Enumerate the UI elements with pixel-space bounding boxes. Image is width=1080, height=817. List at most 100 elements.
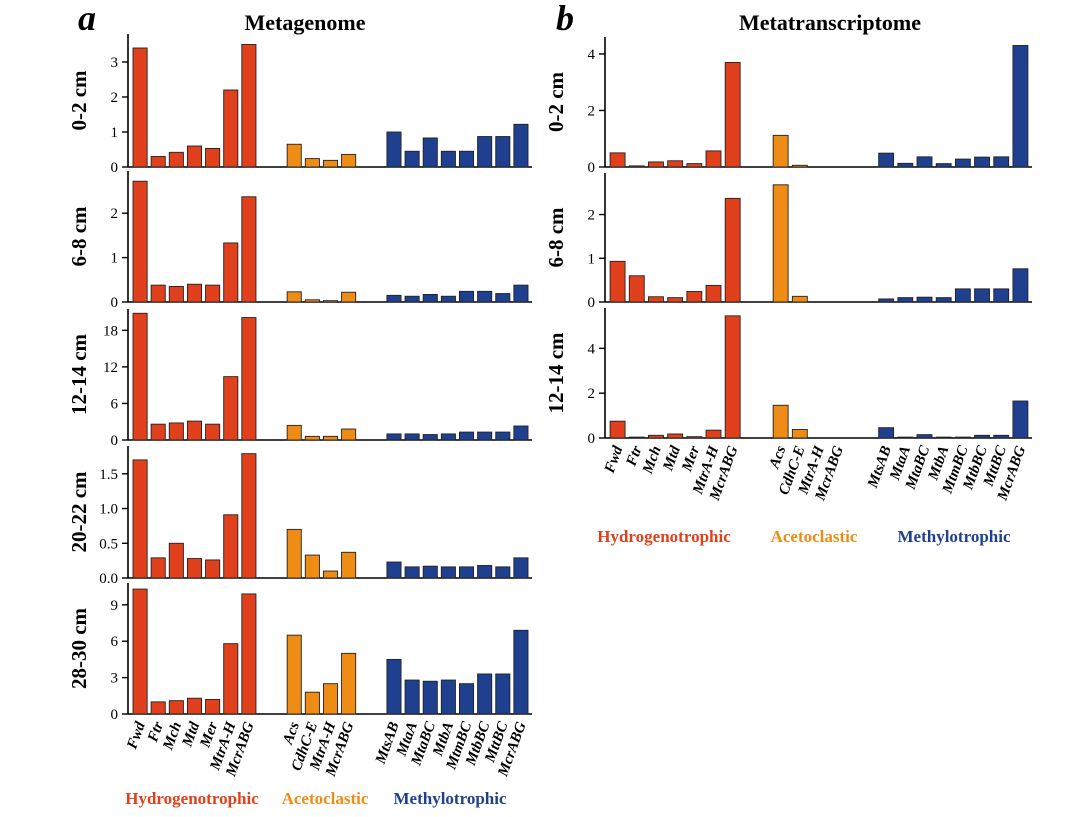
group-label-acetoclastic: Acetoclastic (771, 527, 858, 546)
bar-hydrogenotrophic-mer (205, 147, 221, 168)
bar-methylotrophic-mtaa (404, 566, 420, 579)
row-label: 6-8 cm (67, 206, 91, 267)
bar-hydrogenotrophic-mch (168, 542, 184, 579)
bar-hydrogenotrophic-mer (686, 163, 703, 168)
bar-hydrogenotrophic-mch (168, 700, 184, 715)
bar-methylotrophic-mtba (440, 150, 456, 168)
bar-methylotrophic-mtaa (897, 436, 914, 439)
bar-methylotrophic-mtbbc (974, 288, 990, 303)
bar-hydrogenotrophic-mer (205, 698, 221, 715)
bar-methylotrophic-mtba (440, 433, 456, 441)
bar-hydrogenotrophic-mtd (186, 558, 202, 579)
bar-acetoclastic-acs (286, 528, 302, 579)
y-tick-label: 0 (588, 295, 596, 311)
bar-hydrogenotrophic-ftr (150, 557, 166, 579)
bar-methylotrophic-mtsab (878, 152, 895, 168)
bar-hydrogenotrophic-mch (648, 161, 664, 168)
y-tick-label: 18 (103, 323, 118, 339)
bar-hydrogenotrophic-mcrabg (724, 61, 741, 168)
bar-acetoclastic-cdhc-e (791, 164, 808, 168)
bar-acetoclastic-mtra-h (322, 159, 339, 168)
bar-methylotrophic-mtbbc (974, 156, 990, 168)
bar-methylotrophic-mtba (935, 436, 952, 439)
bar-hydrogenotrophic-mcrabg (241, 44, 257, 168)
bar-methylotrophic-mtaa (897, 162, 914, 168)
bar-hydrogenotrophic-mer (686, 436, 703, 439)
bar-hydrogenotrophic-mtra-h (705, 429, 722, 439)
bar-hydrogenotrophic-fwd (132, 459, 148, 579)
y-tick-label: 4 (588, 47, 596, 63)
group-label-hydrogenotrophic: Hydrogenotrophic (597, 527, 731, 546)
row-12-14-cm: 0 6 12 18 12-14 cm (67, 309, 532, 449)
bar-methylotrophic-mtba (440, 679, 456, 715)
bar-hydrogenotrophic-fwd (609, 420, 626, 439)
bar-methylotrophic-mtabc (422, 565, 438, 579)
row-label: 12-14 cm (544, 332, 568, 414)
bar-methylotrophic-mtba (440, 566, 456, 579)
bar-methylotrophic-mtbbc (477, 290, 493, 303)
y-tick-label: 2 (111, 206, 119, 222)
category-label: Ftr (623, 444, 645, 469)
bar-methylotrophic-mtba (935, 297, 952, 303)
bar-methylotrophic-mttbc (495, 566, 511, 579)
bar-acetoclastic-cdhc-e (304, 158, 320, 168)
row-20-22-cm: 0.0 0.5 1.0 1.5 20-22 cm (67, 446, 532, 587)
row-label: 0-2 cm (544, 71, 568, 132)
bar-methylotrophic-mcrabg (1012, 268, 1029, 303)
y-tick-label: 2 (111, 90, 119, 106)
bar-methylotrophic-mtsab (386, 131, 402, 168)
y-tick-label: 1 (588, 251, 596, 267)
y-tick-label: 1 (111, 125, 119, 141)
category-label: Ftr (145, 720, 167, 745)
bar-methylotrophic-mtabc (422, 680, 438, 715)
bar-methylotrophic-mtbbc (477, 431, 493, 441)
bar-hydrogenotrophic-mtd (667, 433, 684, 439)
bar-methylotrophic-mtmbc (459, 683, 475, 715)
bar-methylotrophic-mtabc (422, 294, 438, 303)
bar-methylotrophic-mttbc (993, 434, 1010, 439)
bar-acetoclastic-mcrabg (341, 428, 357, 441)
bar-methylotrophic-mcrabg (513, 629, 529, 715)
row-12-14-cm: 0 2 4 12-14 cm (544, 308, 1032, 447)
bar-hydrogenotrophic-ftr (150, 284, 166, 303)
group-label-hydrogenotrophic: Hydrogenotrophic (125, 789, 259, 808)
bar-hydrogenotrophic-mtd (667, 160, 684, 168)
bar-acetoclastic-cdhc-e (791, 295, 808, 303)
row-label: 20-22 cm (67, 471, 91, 553)
y-tick-label: 12 (103, 360, 118, 376)
bar-methylotrophic-mcrabg (1012, 45, 1029, 168)
y-tick-label: 0 (111, 295, 119, 311)
bar-acetoclastic-mcrabg (341, 551, 357, 579)
y-tick-label: 4 (588, 341, 596, 357)
y-tick-label: 1.0 (99, 502, 118, 518)
bar-methylotrophic-mtsab (386, 658, 402, 715)
bar-methylotrophic-mtmbc (954, 436, 971, 439)
bar-hydrogenotrophic-fwd (609, 152, 626, 168)
bar-hydrogenotrophic-mcrabg (241, 317, 257, 441)
y-tick-label: 6 (111, 396, 119, 412)
bar-hydrogenotrophic-mcrabg (724, 197, 741, 303)
row-28-30-cm: 0 3 6 9 28-30 cm (67, 583, 532, 723)
bar-methylotrophic-mtsab (386, 561, 402, 579)
bar-hydrogenotrophic-mcrabg (241, 196, 257, 303)
panel-b: b Metatranscriptome 0 2 4 0-2 cm 0 1 2 6-8 cm 0 2 4 1… (544, 0, 1032, 546)
bar-methylotrophic-mttbc (495, 431, 511, 441)
row-6-8-cm: 0 1 2 6-8 cm (67, 171, 532, 311)
bar-hydrogenotrophic-mcrabg (724, 315, 741, 439)
bar-hydrogenotrophic-ftr (628, 436, 645, 439)
bar-methylotrophic-mtaa (404, 433, 420, 441)
bar-hydrogenotrophic-fwd (132, 312, 148, 441)
row-label: 28-30 cm (67, 607, 91, 689)
row-0-2-cm: 0 2 4 0-2 cm (544, 37, 1032, 176)
bar-hydrogenotrophic-ftr (150, 423, 166, 441)
y-tick-label: 0 (111, 433, 119, 449)
bar-methylotrophic-mtsab (386, 433, 402, 441)
bar-methylotrophic-mtmbc (459, 431, 475, 441)
bar-methylotrophic-mcrabg (1012, 400, 1029, 439)
bar-acetoclastic-mtra-h (322, 435, 339, 441)
bar-hydrogenotrophic-mtra-h (223, 89, 239, 168)
bar-methylotrophic-mtabc (916, 296, 933, 303)
y-tick-label: 0 (588, 431, 596, 447)
